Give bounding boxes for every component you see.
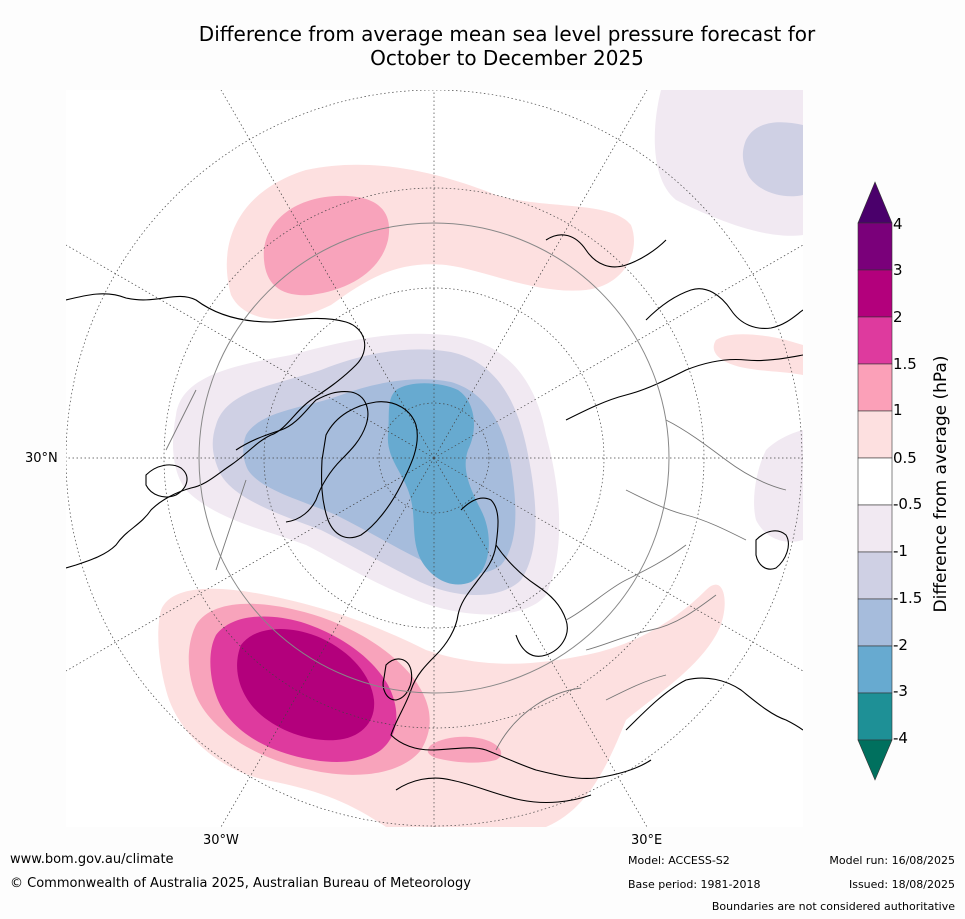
graticule-lat-80	[378, 402, 490, 514]
border-lines	[665, 419, 787, 491]
graticule	[66, 90, 803, 827]
arctic-negative-anomaly-2	[387, 383, 489, 585]
ne-pacific-negative-anomaly-1	[742, 122, 803, 197]
issued-text: Issued: 18/08/2025	[848, 878, 955, 891]
colorbar-segment	[857, 269, 893, 318]
colorbar-tick-label: 4	[893, 215, 903, 233]
colorbar-arrow-bottom	[857, 739, 893, 781]
colorbar	[857, 181, 893, 781]
colorbar-arrow-top	[857, 181, 893, 224]
pacific-positive-anomaly-1p5	[263, 195, 390, 296]
lat-label-30n: 30°N	[25, 451, 58, 466]
colorbar-segment	[857, 551, 893, 600]
colorbar-tick-label: -3	[893, 682, 908, 700]
meridian	[433, 457, 803, 672]
colorbar-tick-label: -1	[893, 542, 908, 560]
border-lines	[605, 674, 667, 701]
border-lines	[625, 489, 747, 541]
coast-north-america	[66, 293, 366, 569]
border-lines	[215, 479, 247, 571]
graticule-lat-60	[263, 287, 605, 629]
meridian	[433, 244, 803, 459]
colorbar-tick-label: 1	[893, 401, 903, 419]
colorbar-tick-label: 2	[893, 308, 903, 326]
colorbar-tick-label: -1.5	[893, 589, 923, 607]
border-lines	[165, 389, 197, 451]
atlantic-positive-anomaly-3	[237, 628, 375, 741]
colorbar-tick-label: 1.5	[893, 355, 917, 373]
border-lines	[585, 594, 717, 651]
copyright-text: © Commonwealth of Australia 2025, Austra…	[10, 876, 471, 891]
coast-africa-north	[395, 777, 592, 804]
lon-label-30w: 30°W	[203, 833, 239, 848]
coast-east-asia	[645, 288, 803, 329]
asia-positive-anomaly-0p5	[713, 334, 803, 375]
meridian	[433, 457, 648, 827]
coast-greenland	[320, 401, 418, 539]
meridian	[433, 90, 648, 459]
colorbar-title: Difference from average (hPa)	[931, 355, 951, 613]
colorbar-tick-label: -0.5	[893, 495, 923, 513]
colorbar-segment	[857, 316, 893, 365]
pressure-anomaly-map[interactable]	[66, 90, 803, 827]
title-line-2: October to December 2025	[370, 46, 644, 70]
mediterranean-positive-anomaly-1p5	[427, 736, 502, 763]
graticule-lat-45	[163, 187, 705, 729]
colorbar-segment	[857, 645, 893, 694]
colorbar-segment	[857, 598, 893, 647]
meridian	[220, 90, 435, 459]
colorbar-tick-label: -4	[893, 729, 908, 747]
map-title: Difference from average mean sea level p…	[0, 22, 965, 70]
colorbar-tick-label: 3	[893, 261, 903, 279]
coast-middle-east	[625, 677, 803, 731]
model-text: Model: ACCESS-S2	[628, 854, 730, 867]
meridian	[66, 457, 435, 672]
colorbar-segment	[857, 222, 893, 271]
coastlines	[66, 234, 803, 804]
website-link[interactable]: www.bom.gov.au/climate	[10, 852, 174, 867]
base-period-text: Base period: 1981-2018	[628, 878, 761, 891]
boundaries-note: Boundaries are not considered authoritat…	[711, 900, 955, 913]
colorbar-tick-label: -2	[893, 636, 908, 654]
colorbar-segments	[857, 222, 893, 741]
title-line-1: Difference from average mean sea level p…	[198, 22, 816, 46]
meridian	[220, 457, 435, 827]
map-svg	[66, 90, 803, 827]
coast-bering	[545, 234, 667, 268]
anomaly-shading	[158, 90, 803, 827]
colorbar-segment	[857, 692, 893, 741]
colorbar-segment	[857, 410, 893, 459]
meridian	[66, 244, 435, 459]
reference-circle	[198, 222, 670, 694]
coast-siberia	[565, 354, 803, 421]
border-lines	[495, 687, 582, 751]
coast-hudson-bay	[145, 464, 188, 498]
lon-label-30e: 30°E	[631, 833, 663, 848]
model-run-text: Model run: 16/08/2025	[829, 854, 955, 867]
border-lines	[565, 544, 687, 621]
colorbar-tick-label: 0.5	[893, 449, 917, 467]
colorbar-segment	[857, 457, 893, 506]
colorbar-segment	[857, 504, 893, 553]
coast-japan	[755, 530, 789, 570]
country-borders	[165, 389, 787, 751]
colorbar-segment	[857, 363, 893, 412]
